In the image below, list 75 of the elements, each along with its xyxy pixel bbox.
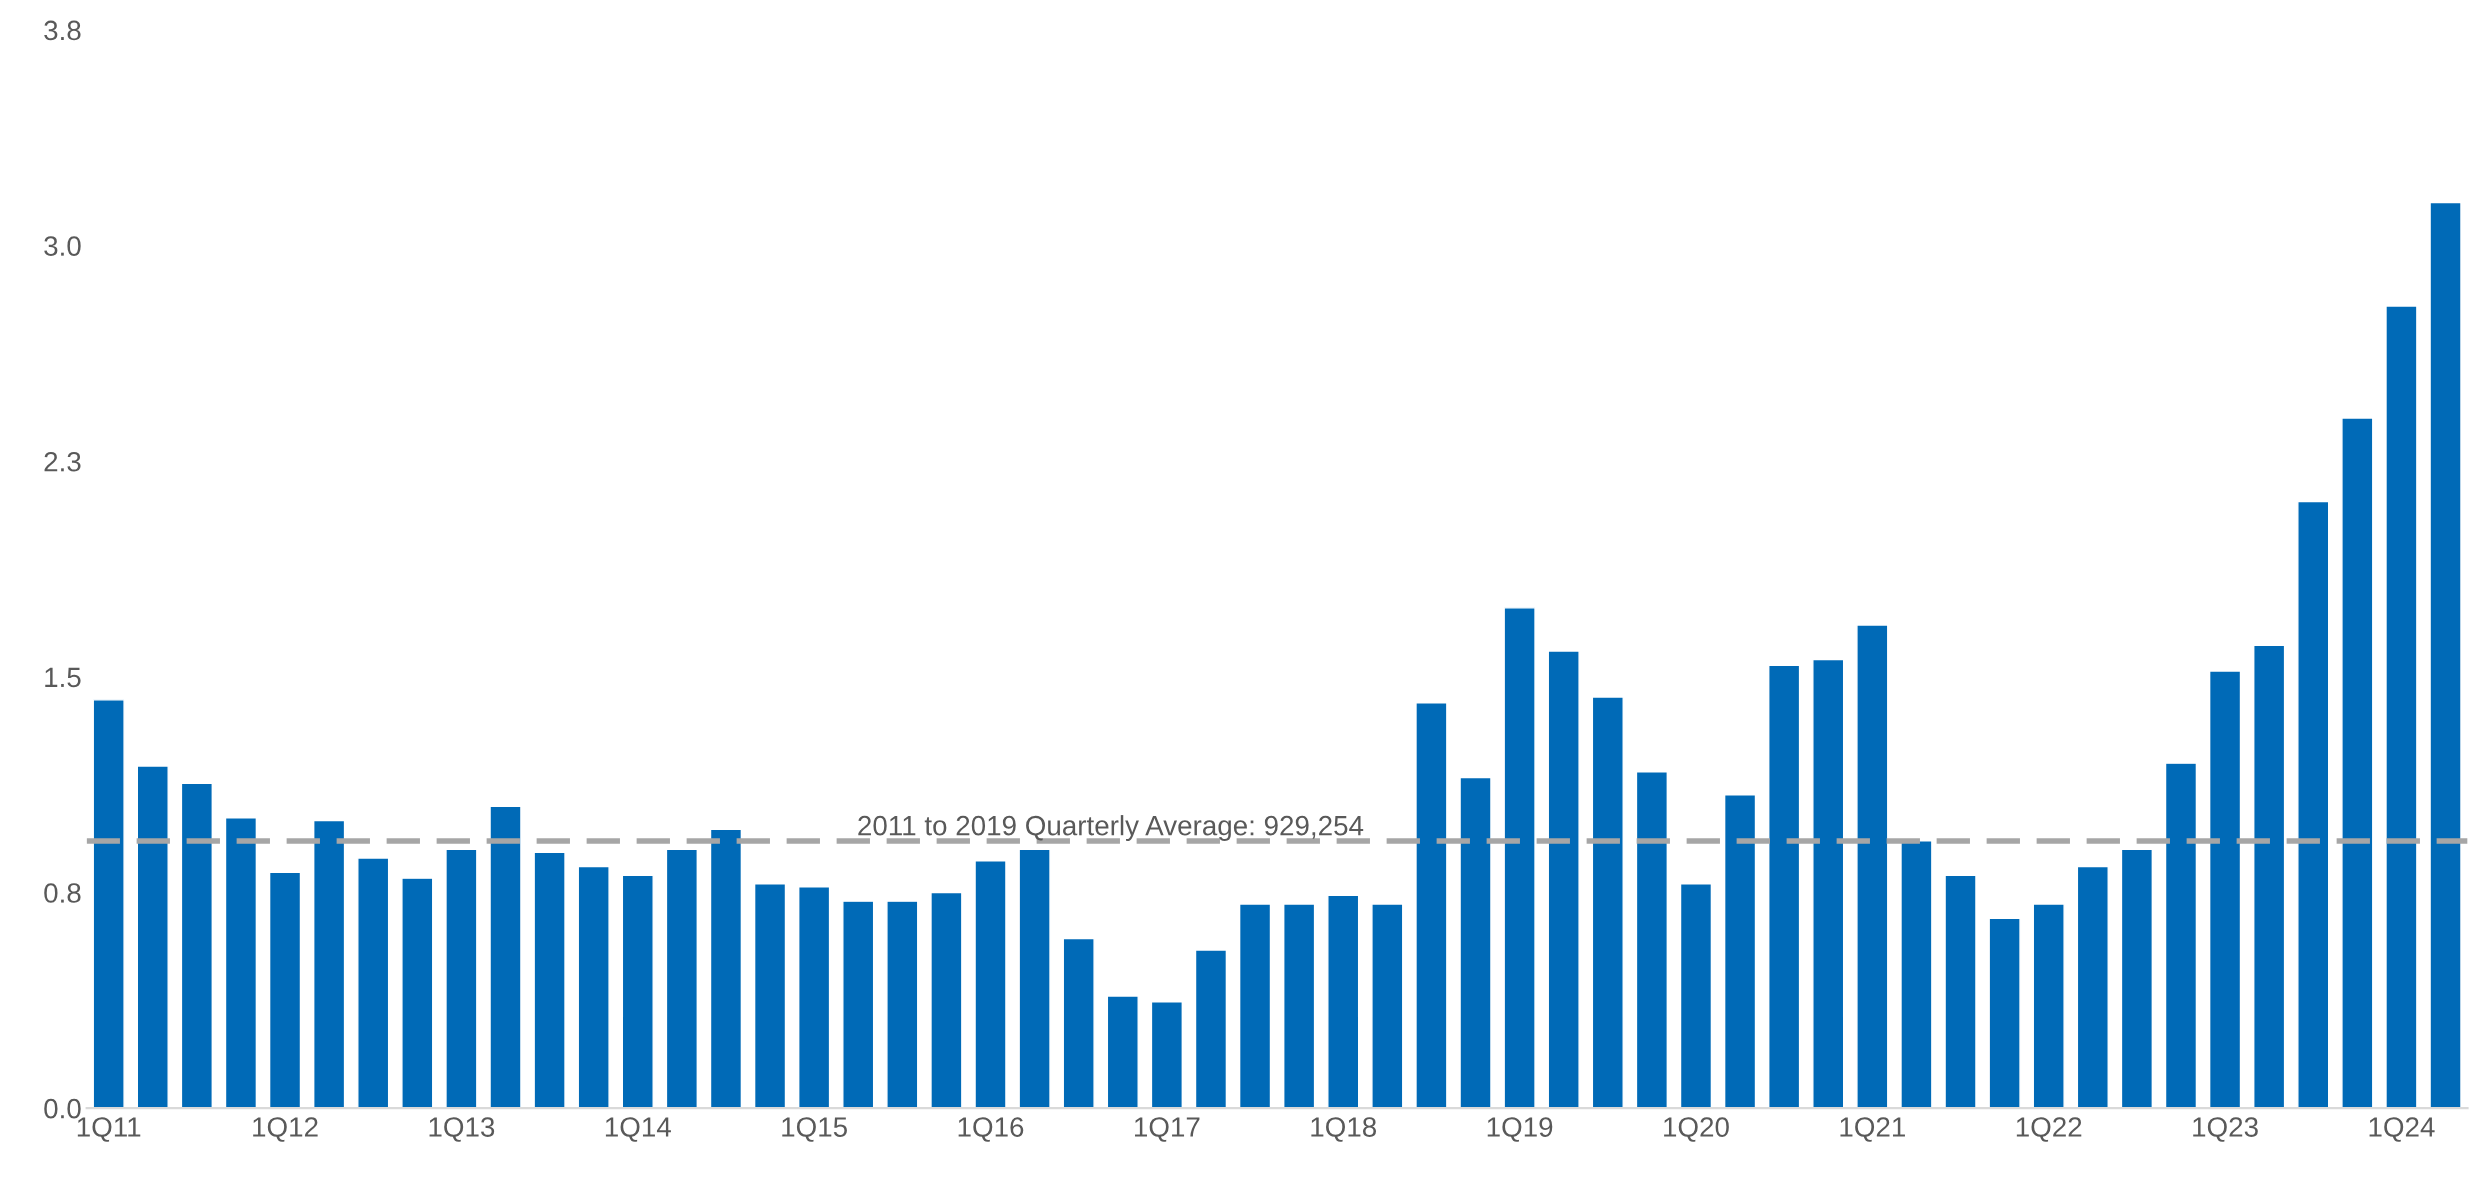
bar xyxy=(1150,1001,1183,1109)
bar xyxy=(1283,903,1316,1109)
bar xyxy=(798,886,831,1109)
x-tick-label: 1Q22 xyxy=(2016,1117,2082,1142)
bar xyxy=(180,782,213,1109)
x-tick-label: 1Q24 xyxy=(2369,1117,2435,1142)
x-tick-label: 1Q23 xyxy=(2193,1117,2258,1142)
y-tick-label: 1.5 xyxy=(45,667,81,688)
bar xyxy=(1503,607,1536,1109)
x-tick-label: 1Q13 xyxy=(429,1117,495,1142)
y-tick-label: 3.8 xyxy=(44,20,81,41)
bar xyxy=(445,848,478,1109)
bar xyxy=(1591,696,1624,1109)
bar xyxy=(1635,771,1669,1109)
bar xyxy=(224,817,258,1109)
x-tick-label: 1Q14 xyxy=(605,1117,671,1142)
bar xyxy=(1062,937,1095,1109)
bar xyxy=(2297,500,2330,1109)
y-tick-label: 0.0 xyxy=(44,1098,81,1119)
x-tick-label: 1Q15 xyxy=(782,1117,847,1142)
x-tick-label: 1Q12 xyxy=(253,1117,318,1142)
bar xyxy=(92,699,125,1109)
bar xyxy=(886,900,919,1109)
bar xyxy=(2120,848,2154,1109)
bar xyxy=(313,819,346,1109)
bar xyxy=(2208,670,2242,1109)
bar xyxy=(577,865,610,1109)
bar xyxy=(2385,305,2418,1109)
bar xyxy=(1900,840,1933,1109)
bar xyxy=(1018,848,1051,1109)
bar xyxy=(2076,865,2109,1109)
bar xyxy=(1547,650,1580,1109)
bar xyxy=(665,848,698,1109)
bar xyxy=(2032,903,2065,1109)
bar xyxy=(1459,776,1492,1109)
x-tick-label: 1Q11 xyxy=(77,1117,141,1142)
bar xyxy=(1238,903,1272,1109)
bar xyxy=(2341,417,2374,1109)
x-tick-label: 1Q19 xyxy=(1487,1117,1553,1142)
x-tick-label: 1Q17 xyxy=(1135,1117,1200,1142)
bar xyxy=(268,871,302,1109)
bar xyxy=(1768,664,1801,1109)
bar xyxy=(709,828,743,1109)
bar xyxy=(136,765,169,1109)
bar xyxy=(2253,644,2286,1109)
y-tick-label: 3.0 xyxy=(44,236,81,256)
bar xyxy=(1679,883,1713,1109)
bar xyxy=(2429,201,2462,1109)
bar xyxy=(621,874,654,1109)
bar xyxy=(1988,917,2021,1109)
bar xyxy=(1944,874,1977,1109)
bar xyxy=(1856,624,1889,1109)
bar xyxy=(533,851,566,1109)
bar xyxy=(1194,949,1228,1109)
bar xyxy=(1415,702,1448,1109)
bar xyxy=(2164,762,2198,1109)
x-tick-label: 1Q16 xyxy=(958,1117,1024,1142)
bar xyxy=(401,877,434,1109)
bar xyxy=(753,883,787,1109)
bar xyxy=(1723,794,1757,1109)
bar xyxy=(930,891,963,1109)
bar xyxy=(357,857,390,1109)
x-tick-label: 1Q20 xyxy=(1664,1117,1729,1142)
bar xyxy=(974,860,1007,1109)
x-tick-label: 1Q21 xyxy=(1840,1117,1905,1142)
bar xyxy=(1371,903,1404,1109)
bar xyxy=(1327,894,1360,1109)
bar xyxy=(1106,995,1139,1109)
y-tick-label: 0.8 xyxy=(44,883,81,903)
x-tick-label: 1Q18 xyxy=(1311,1117,1377,1142)
bar xyxy=(1812,658,1845,1109)
ref-line-label: 2011 to 2019 Quarterly Average: 929,254 xyxy=(858,815,1364,841)
y-tick-label: 2.3 xyxy=(44,451,81,472)
bar xyxy=(842,900,875,1109)
bar xyxy=(489,805,522,1109)
